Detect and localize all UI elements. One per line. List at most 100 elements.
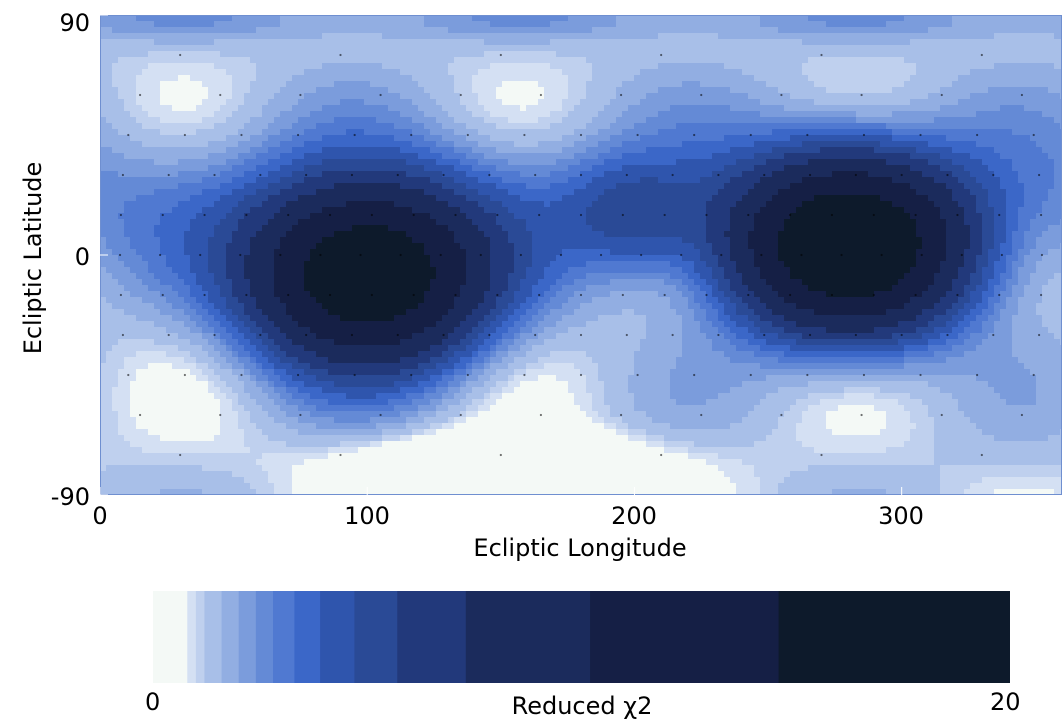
contour-cell <box>460 117 467 124</box>
contour-cell <box>514 57 521 64</box>
contour-cell <box>538 39 545 46</box>
contour-cell <box>142 87 149 94</box>
contour-cell <box>340 165 347 172</box>
contour-cell <box>622 69 629 76</box>
contour-cell <box>430 189 437 196</box>
contour-cell <box>688 21 695 28</box>
contour-cell <box>1000 87 1007 94</box>
contour-cell <box>892 75 899 82</box>
contour-cell <box>844 15 851 22</box>
contour-cell <box>370 51 377 58</box>
contour-cell <box>586 195 593 202</box>
contour-cell <box>814 27 821 34</box>
contour-cell <box>784 45 791 52</box>
contour-cell <box>766 195 773 202</box>
contour-cell <box>772 57 779 64</box>
contour-cell <box>250 159 257 166</box>
contour-cell <box>1036 57 1043 64</box>
contour-cell <box>298 45 305 52</box>
contour-cell <box>190 81 197 88</box>
contour-cell <box>148 189 155 196</box>
contour-cell <box>130 27 137 34</box>
contour-cell <box>736 81 743 88</box>
contour-cell <box>496 129 503 136</box>
contour-cell <box>718 57 725 64</box>
contour-cell <box>502 99 509 106</box>
contour-cell <box>1054 27 1061 34</box>
contour-cell <box>256 135 263 142</box>
contour-cell <box>208 141 215 148</box>
contour-cell <box>352 177 359 184</box>
contour-cell <box>718 105 725 112</box>
contour-cell <box>514 165 521 172</box>
contour-cell <box>928 75 935 82</box>
contour-cell <box>652 99 659 106</box>
contour-cell <box>952 165 959 172</box>
contour-cell <box>628 105 635 112</box>
contour-cell <box>610 171 617 178</box>
contour-cell <box>700 21 707 28</box>
contour-cell <box>124 195 131 202</box>
contour-cell <box>280 183 287 190</box>
contour-cell <box>370 135 377 142</box>
contour-cell <box>514 81 521 88</box>
contour-cell <box>568 105 575 112</box>
contour-cell <box>340 129 347 136</box>
contour-cell <box>772 75 779 82</box>
contour-cell <box>274 177 281 184</box>
contour-cell <box>160 141 167 148</box>
contour-cell <box>604 117 611 124</box>
contour-cell <box>274 21 281 28</box>
contour-cell <box>142 99 149 106</box>
contour-cell <box>406 171 413 178</box>
contour-cell <box>160 87 167 94</box>
contour-cell <box>148 57 155 64</box>
contour-cell <box>1018 69 1025 76</box>
contour-cell <box>568 21 575 28</box>
contour-cell <box>1018 111 1025 118</box>
contour-cell <box>868 117 875 124</box>
contour-cell <box>730 33 737 40</box>
contour-cell <box>574 15 581 22</box>
contour-cell <box>238 33 245 40</box>
contour-cell <box>850 171 857 178</box>
contour-cell <box>136 189 143 196</box>
contour-cell <box>838 165 845 172</box>
contour-cell <box>640 189 647 196</box>
contour-cell <box>262 189 269 196</box>
contour-cell <box>868 195 875 202</box>
contour-cell <box>292 135 299 142</box>
contour-cell <box>826 117 833 124</box>
contour-cell <box>172 159 179 166</box>
contour-cell <box>670 57 677 64</box>
contour-cell <box>724 147 731 154</box>
contour-cell <box>784 27 791 34</box>
contour-cell <box>526 21 533 28</box>
contour-cell <box>1030 123 1037 130</box>
contour-cell <box>766 105 773 112</box>
contour-cell <box>628 153 635 160</box>
contour-cell <box>694 93 701 100</box>
contour-cell <box>952 81 959 88</box>
contour-cell <box>928 135 935 142</box>
contour-cell <box>640 171 647 178</box>
contour-cell <box>904 177 911 184</box>
contour-cell <box>808 159 815 166</box>
contour-cell <box>622 57 629 64</box>
contour-cell <box>304 195 311 202</box>
contour-cell <box>418 141 425 148</box>
contour-cell <box>334 87 341 94</box>
contour-cell <box>160 99 167 106</box>
contour-cell <box>976 21 983 28</box>
contour-cell <box>220 165 227 172</box>
contour-cell <box>520 51 527 58</box>
contour-cell <box>316 147 323 154</box>
contour-cell <box>364 165 371 172</box>
contour-cell <box>772 177 779 184</box>
contour-cell <box>1030 99 1037 106</box>
contour-cell <box>574 87 581 94</box>
contour-cell <box>610 99 617 106</box>
contour-cell <box>760 141 767 148</box>
contour-cell <box>886 189 893 196</box>
contour-cell <box>850 111 857 118</box>
